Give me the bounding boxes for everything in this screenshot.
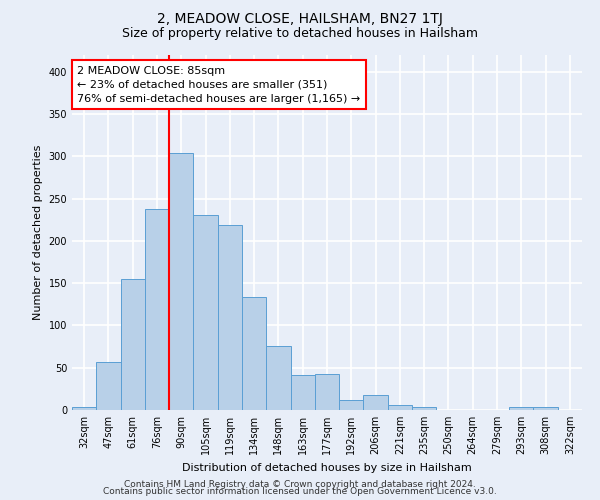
Bar [339, 400, 364, 410]
Bar [364, 395, 388, 410]
Bar [290, 374, 315, 410]
Bar [121, 279, 145, 410]
X-axis label: Distribution of detached houses by size in Hailsham: Distribution of detached houses by size … [182, 462, 472, 472]
Bar [509, 406, 533, 410]
Bar [533, 408, 558, 410]
Bar [266, 346, 290, 410]
Bar [72, 406, 96, 410]
Bar [242, 296, 266, 410]
Text: Size of property relative to detached houses in Hailsham: Size of property relative to detached ho… [122, 28, 478, 40]
Text: 2 MEADOW CLOSE: 85sqm
← 23% of detached houses are smaller (351)
76% of semi-det: 2 MEADOW CLOSE: 85sqm ← 23% of detached … [77, 66, 361, 104]
Text: Contains HM Land Registry data © Crown copyright and database right 2024.: Contains HM Land Registry data © Crown c… [124, 480, 476, 489]
Bar [412, 406, 436, 410]
Bar [388, 405, 412, 410]
Text: 2, MEADOW CLOSE, HAILSHAM, BN27 1TJ: 2, MEADOW CLOSE, HAILSHAM, BN27 1TJ [157, 12, 443, 26]
Bar [145, 209, 169, 410]
Text: Contains public sector information licensed under the Open Government Licence v3: Contains public sector information licen… [103, 487, 497, 496]
Bar [315, 374, 339, 410]
Bar [193, 215, 218, 410]
Bar [218, 225, 242, 410]
Bar [169, 153, 193, 410]
Bar [96, 362, 121, 410]
Y-axis label: Number of detached properties: Number of detached properties [33, 145, 43, 320]
